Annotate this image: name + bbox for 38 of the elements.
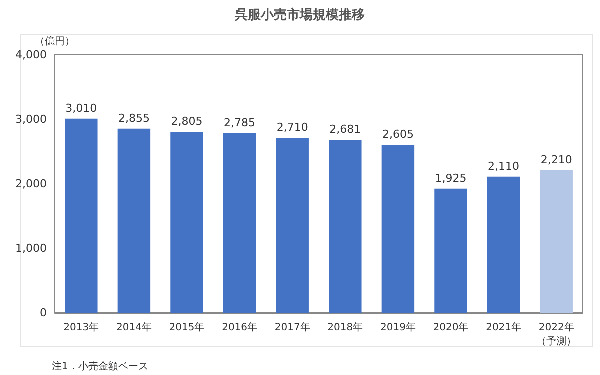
bar <box>170 132 204 313</box>
bar <box>329 140 362 313</box>
data-label: 2,710 <box>276 121 308 134</box>
text: 注1．小売金額ベース <box>52 360 148 372</box>
data-label: 2,210 <box>540 153 572 166</box>
x-tick-label: 2019年 <box>380 322 416 334</box>
data-label: 2,785 <box>224 116 256 130</box>
x-tick-label: 2015年 <box>169 322 205 334</box>
bar <box>118 128 151 313</box>
data-label: 2,110 <box>488 160 520 173</box>
y-tick-label: 0 <box>40 306 47 320</box>
x-tick-label: 2014年 <box>116 322 152 334</box>
x-tick-label: 2016年 <box>222 322 258 334</box>
x-tick-label: 2018年 <box>328 322 364 334</box>
y-axis-title: （億円） <box>35 36 75 48</box>
data-label: 2,605 <box>382 128 414 141</box>
y-tick-label: 3,000 <box>16 113 47 126</box>
data-label: 2,805 <box>171 115 203 128</box>
bar <box>223 133 256 313</box>
data-label: 1,925 <box>435 172 467 185</box>
x-tick-label: 2022年（予測） <box>536 322 577 348</box>
bar <box>434 188 468 313</box>
data-label: 2,681 <box>330 123 362 136</box>
chart-title: 呉服小売市場規模推移 <box>234 7 365 23</box>
y-tick-label: 4,000 <box>16 48 47 62</box>
x-tick-label: 2020年 <box>433 322 469 334</box>
data-label: 2,855 <box>118 112 150 125</box>
bar <box>382 144 415 313</box>
x-tick-label: 2013年 <box>64 322 100 334</box>
bar <box>65 118 98 313</box>
y-tick-label: 1,000 <box>16 242 47 255</box>
x-tick-label: 2021年 <box>486 322 522 334</box>
y-tick-label: 2,000 <box>16 178 47 190</box>
bar <box>276 138 309 313</box>
bar <box>540 170 573 313</box>
bar <box>487 176 520 313</box>
data-label: 3,010 <box>66 102 98 115</box>
x-tick-label: 2017年 <box>274 322 310 334</box>
